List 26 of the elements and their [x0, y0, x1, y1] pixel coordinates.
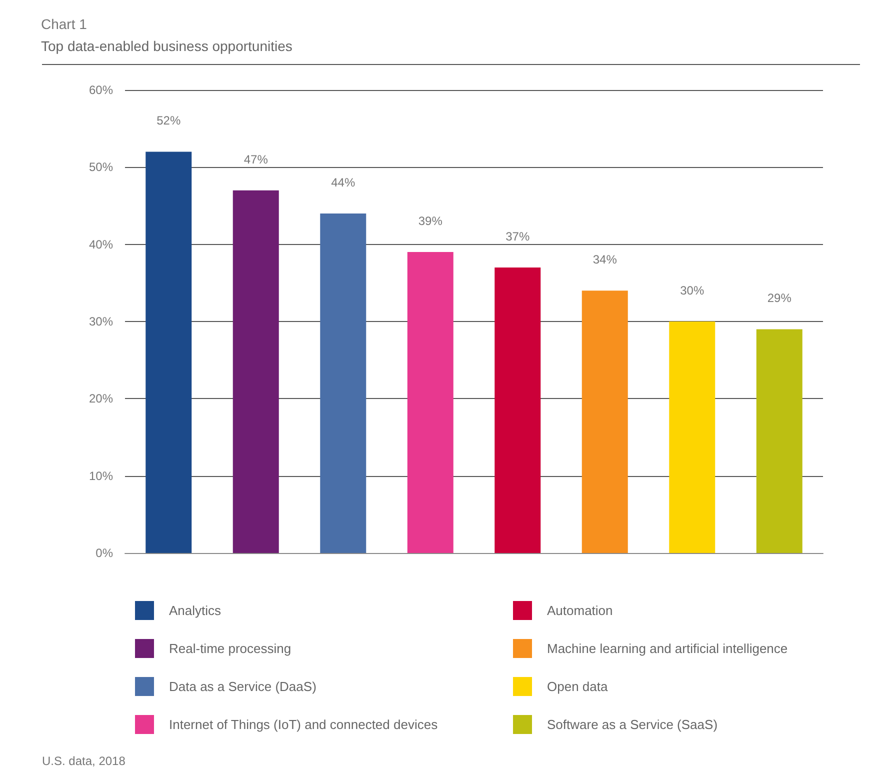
legend-label: Data as a Service (DaaS) — [169, 679, 316, 694]
y-tick-label: 60% — [88, 83, 114, 97]
y-tick-label: 30% — [88, 314, 114, 328]
y-tick-label: 10% — [88, 468, 114, 483]
data-label: 47% — [244, 152, 268, 166]
legend-label: Analytics — [169, 603, 222, 618]
data-label: 44% — [331, 175, 356, 190]
legend-label: Real-time processing — [169, 641, 292, 656]
legend-label: Software as a Service (SaaS) — [547, 717, 718, 732]
y-tick-label: 40% — [88, 237, 114, 252]
data-label: 52% — [156, 114, 181, 128]
legend-label: Internet of Things (IoT) and connected devices — [169, 717, 438, 732]
data-label: 30% — [680, 284, 704, 298]
data-label: 34% — [592, 252, 618, 267]
data-label: 29% — [767, 291, 792, 306]
legend-label: Open data — [547, 679, 608, 694]
legend-label: Machine learning and artificial intelligence — [547, 641, 788, 656]
y-tick-label: 20% — [88, 392, 114, 406]
text: U.S. data, 2018 — [42, 754, 126, 768]
data-label: 39% — [418, 214, 443, 228]
chart-title: Chart 1 — [41, 16, 88, 32]
data-label: 37% — [506, 229, 530, 244]
y-tick-label: 0% — [96, 546, 114, 560]
legend-label: Automation — [547, 603, 613, 618]
chart-subtitle: Top data-enabled business opportunities — [41, 38, 292, 54]
y-tick-label: 50% — [88, 160, 114, 174]
